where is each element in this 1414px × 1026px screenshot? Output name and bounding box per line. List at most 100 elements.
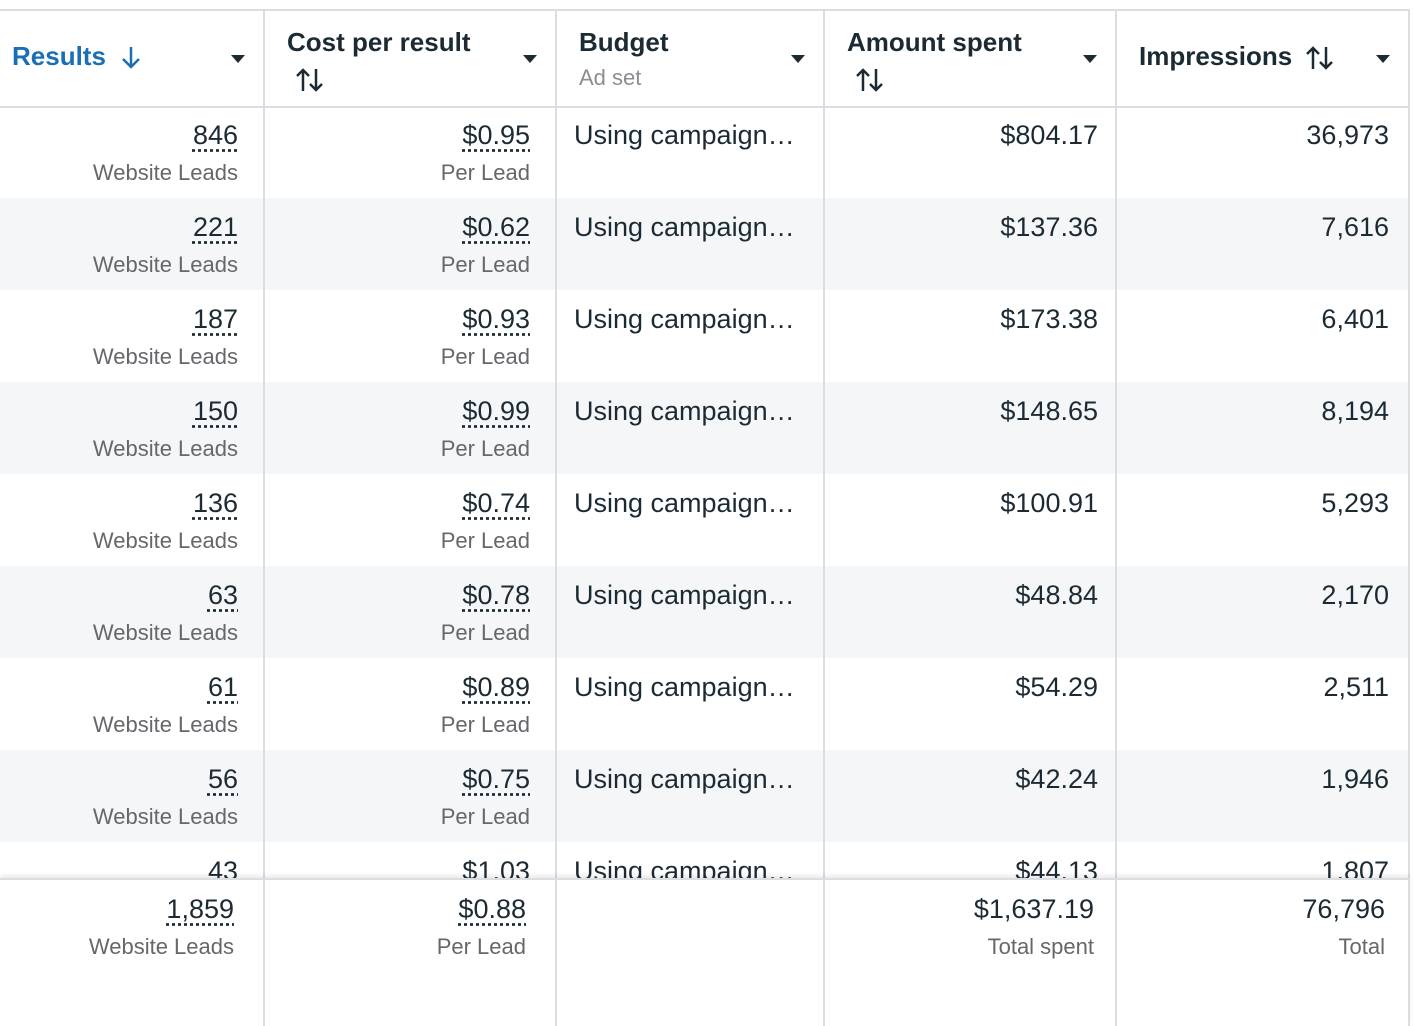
cell-value: Using campaign… — [574, 762, 823, 796]
table-row[interactable]: 63 Website Leads $0.78 Per Lead Using campai… — [0, 566, 1410, 658]
cell: Using campaign… — [557, 842, 825, 878]
cell-value-link[interactable]: $0.75 — [462, 764, 530, 794]
cell-label: Website Leads — [0, 704, 238, 746]
cell-value: $0.75 — [265, 762, 530, 796]
cell-value: 187 — [0, 302, 238, 336]
cell: $42.24 — [825, 750, 1117, 842]
cell-value: Using campaign… — [574, 302, 823, 336]
cell-value-link[interactable]: 63 — [208, 580, 238, 610]
cell-value: 8,194 — [1117, 394, 1389, 428]
dropdown[interactable] — [791, 55, 805, 63]
cell-value-link[interactable]: $0.89 — [462, 672, 530, 702]
cell-label: Total spent — [825, 926, 1094, 968]
cell-value: Using campaign… — [574, 210, 823, 244]
cell: $804.17 — [825, 106, 1117, 198]
cell-label: Website Leads — [0, 612, 238, 654]
cell: Using campaign… — [557, 382, 825, 474]
cell-value-link[interactable]: 61 — [208, 672, 238, 702]
cell-value-link[interactable]: 150 — [193, 396, 238, 426]
header-cell[interactable]: Impressions — [1117, 11, 1410, 106]
cell: $1,637.19 Total spent — [825, 880, 1117, 1026]
dropdown[interactable] — [1083, 55, 1097, 63]
cell-value: $48.84 — [825, 578, 1098, 612]
table-row[interactable]: 136 Website Leads $0.74 Per Lead Using campa… — [0, 474, 1410, 566]
cell-value: Using campaign… — [574, 854, 823, 878]
cell: $0.89 Per Lead — [265, 658, 557, 750]
cell-value-link[interactable]: $0.88 — [458, 894, 526, 924]
cell-value-link[interactable]: 43 — [208, 856, 238, 878]
table-header: Results Cost per result Budget Ad set Am… — [0, 9, 1410, 108]
header-title: Impressions — [1139, 41, 1292, 72]
cell: $44.13 — [825, 842, 1117, 878]
cell-value: $137.36 — [825, 210, 1098, 244]
cell-value-link[interactable]: $0.74 — [462, 488, 530, 518]
table-row[interactable]: 221 Website Leads $0.62 Per Lead Using campa… — [0, 198, 1410, 290]
cell-value: $1.03 — [265, 854, 530, 878]
cell: 221 Website Leads — [0, 198, 265, 290]
dropdown[interactable] — [231, 55, 245, 63]
header-title: Budget — [579, 27, 669, 58]
dropdown[interactable] — [523, 55, 537, 63]
cell: 1,946 — [1117, 750, 1410, 842]
cell: Using campaign… — [557, 198, 825, 290]
table-row[interactable]: 187 Website Leads $0.93 Per Lead Using campa… — [0, 290, 1410, 382]
cell-value-link[interactable]: 1,859 — [166, 894, 234, 924]
cell-label: Website Leads — [0, 926, 234, 968]
header-cell[interactable]: Budget Ad set — [557, 11, 825, 106]
header-cell[interactable]: Amount spent — [825, 11, 1117, 106]
cell-value: $0.99 — [265, 394, 530, 428]
table-row[interactable]: 846 Website Leads $0.95 Per Lead Using campa… — [0, 106, 1410, 198]
cell-value-link[interactable]: 187 — [193, 304, 238, 334]
cell: $137.36 — [825, 198, 1117, 290]
cell-value-link[interactable]: 56 — [208, 764, 238, 794]
cell-value-link[interactable]: 846 — [193, 120, 238, 150]
table-row[interactable]: 150 Website Leads $0.99 Per Lead Using campa… — [0, 382, 1410, 474]
cell-value: $0.78 — [265, 578, 530, 612]
cell: 6,401 — [1117, 290, 1410, 382]
cell-value: 1,859 — [0, 892, 234, 926]
header-subtitle: Ad set — [579, 65, 641, 91]
cell: 63 Website Leads — [0, 566, 265, 658]
header-cell[interactable]: Cost per result — [265, 11, 557, 106]
cell-value: 6,401 — [1117, 302, 1389, 336]
cell-value-link[interactable]: $0.78 — [462, 580, 530, 610]
cell-value: $100.91 — [825, 486, 1098, 520]
cell-value-link[interactable]: $0.62 — [462, 212, 530, 242]
cell: 136 Website Leads — [0, 474, 265, 566]
cell-value-link[interactable]: 221 — [193, 212, 238, 242]
header-title: Cost per result — [287, 27, 471, 58]
cell-label: Total — [1117, 926, 1385, 968]
cell-value-link[interactable]: $1.03 — [462, 856, 530, 878]
header-cell[interactable]: Results — [0, 11, 265, 106]
header-title: Amount spent — [847, 27, 1022, 58]
cell-label: Per Lead — [265, 926, 526, 968]
cell-value-link[interactable]: $0.93 — [462, 304, 530, 334]
cell: $54.29 — [825, 658, 1117, 750]
cell-value: Using campaign… — [574, 670, 823, 704]
table-row[interactable]: 61 Website Leads $0.89 Per Lead Using campai… — [0, 658, 1410, 750]
cell-value-link[interactable]: $0.95 — [462, 120, 530, 150]
cell-label: Per Lead — [265, 428, 530, 470]
cell-value: $0.62 — [265, 210, 530, 244]
cell-value-link[interactable]: 136 — [193, 488, 238, 518]
cell-value: $0.93 — [265, 302, 530, 336]
cell: $0.78 Per Lead — [265, 566, 557, 658]
table-body: 846 Website Leads $0.95 Per Lead Using campa… — [0, 106, 1410, 878]
cell: 1,807 — [1117, 842, 1410, 878]
dropdown[interactable] — [1376, 55, 1390, 63]
cell-value-link[interactable]: $0.99 — [462, 396, 530, 426]
cell-value: 61 — [0, 670, 238, 704]
table-row[interactable]: 43 $1.03 Using campaign… $44.13 1,807 — [0, 842, 1410, 878]
cell-value: 63 — [0, 578, 238, 612]
cell-value: 150 — [0, 394, 238, 428]
cell-value: 1,946 — [1117, 762, 1389, 796]
cell-value: 76,796 — [1117, 892, 1385, 926]
cell-value: $0.88 — [265, 892, 526, 926]
cell-value: $0.89 — [265, 670, 530, 704]
cell-label: Per Lead — [265, 336, 530, 378]
table-footer: 1,859 Website Leads $0.88 Per Lead $1,637.19… — [0, 878, 1410, 1026]
cell-label: Website Leads — [0, 244, 238, 286]
cell-value: 5,293 — [1117, 486, 1389, 520]
table-row[interactable]: 56 Website Leads $0.75 Per Lead Using campai… — [0, 750, 1410, 842]
cell-value: 2,511 — [1117, 670, 1389, 704]
